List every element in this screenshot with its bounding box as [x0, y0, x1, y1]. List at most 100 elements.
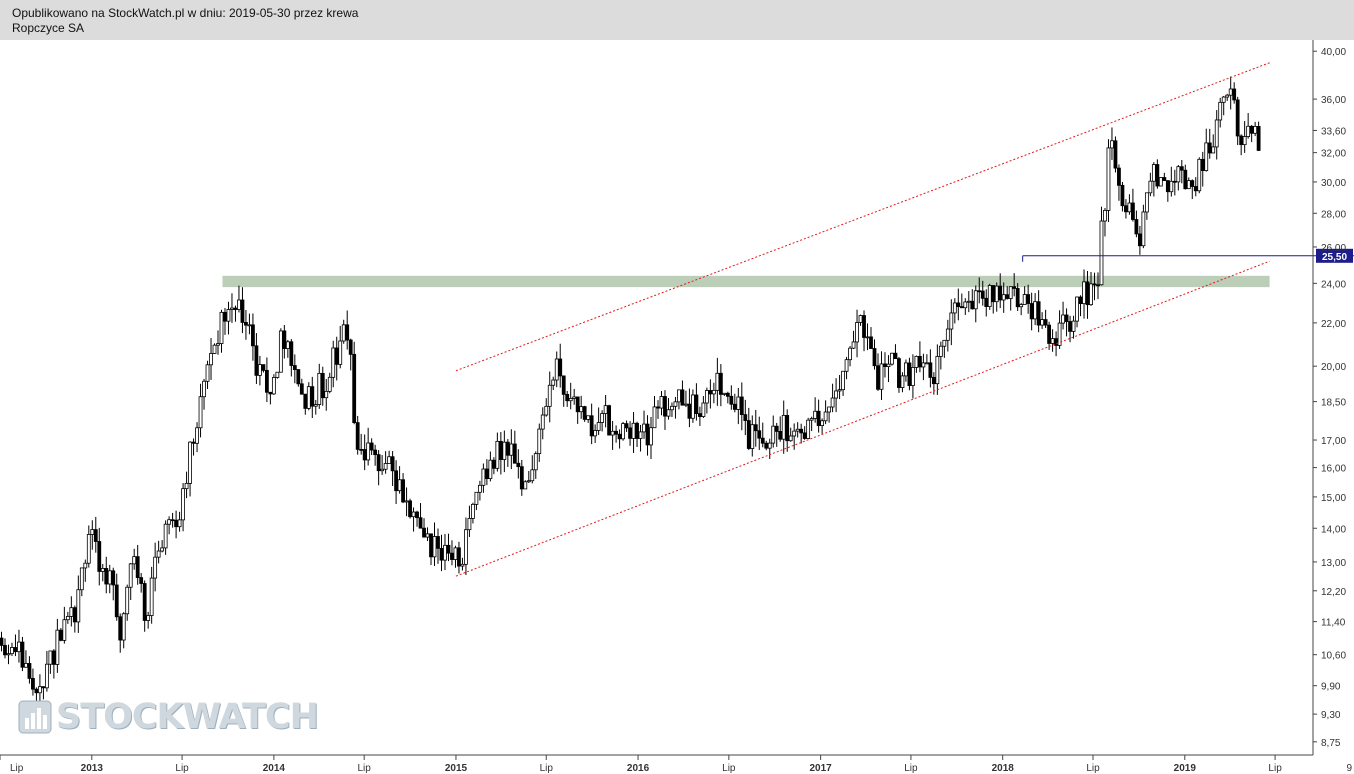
candle-body	[149, 577, 154, 616]
candle-body	[739, 396, 744, 416]
x-tick-label: 2015	[445, 763, 468, 774]
y-tick-label: 18,50	[1321, 398, 1346, 409]
candle-body	[617, 433, 622, 440]
candle-body	[1071, 320, 1076, 332]
candle-body	[579, 406, 584, 413]
candle-body	[439, 547, 444, 561]
candle-body	[1036, 301, 1041, 326]
candle-body	[118, 616, 123, 641]
candle-body	[471, 503, 475, 519]
candle-body	[1211, 146, 1216, 154]
candle-body	[271, 377, 276, 395]
candle-body	[684, 403, 688, 406]
x-tick-label: 2013	[81, 763, 104, 774]
candle-body	[415, 511, 419, 519]
candle-body	[533, 453, 538, 471]
candle-body	[324, 390, 329, 399]
candle-body	[100, 568, 105, 572]
candle-body	[0, 637, 4, 646]
x-tick-label: Lip	[10, 763, 24, 774]
candle-body	[327, 376, 332, 392]
candle-body	[303, 393, 308, 409]
candle-body	[174, 519, 178, 528]
candle-body	[156, 550, 161, 558]
level-label-box	[1316, 248, 1353, 263]
candle-body	[704, 390, 709, 404]
x-tick-label: Lip	[357, 763, 371, 774]
candle-body	[163, 523, 168, 549]
candle-body	[844, 359, 849, 372]
candle-body	[1068, 321, 1072, 332]
watermark-text: STOCKWATCH	[56, 697, 319, 737]
candle-body	[526, 480, 531, 483]
candle-body	[781, 414, 786, 440]
candle-body	[757, 430, 762, 439]
candle-body	[376, 454, 381, 472]
candle-body	[931, 377, 936, 385]
candle-body	[890, 352, 894, 365]
resistance-zone-layer	[222, 275, 1270, 288]
candle-body	[198, 396, 203, 429]
candle-body	[600, 413, 605, 423]
candle-body	[670, 405, 674, 411]
candle-body	[596, 422, 601, 431]
candle-body	[886, 363, 891, 368]
candle-body	[970, 300, 975, 310]
candle-body	[464, 529, 468, 565]
candle-body	[816, 410, 821, 427]
candle-body	[732, 403, 737, 410]
candle-body	[76, 589, 81, 623]
candle-body	[764, 442, 769, 449]
candle-body	[223, 311, 227, 322]
candle-body	[230, 307, 234, 310]
candle-body	[711, 389, 716, 395]
y-tick-label: 9,90	[1321, 682, 1341, 693]
candle-body	[446, 544, 451, 554]
candle-body	[285, 341, 290, 349]
candle-body	[135, 556, 140, 579]
candle-body	[924, 362, 929, 365]
candle-body	[58, 629, 63, 641]
candle-body	[216, 343, 220, 346]
candle-body	[104, 568, 109, 585]
candle-body	[603, 405, 608, 414]
candle-body	[788, 435, 793, 442]
candle-body	[1256, 126, 1261, 151]
candle-body	[184, 482, 189, 490]
candle-body	[1089, 283, 1093, 306]
candle-body	[10, 647, 14, 655]
candle-body	[128, 563, 133, 588]
y-tick-label: 17,00	[1321, 436, 1346, 447]
y-tick-label: 40,00	[1321, 47, 1346, 58]
candle-body	[373, 449, 378, 456]
candle-body	[1012, 286, 1017, 289]
candle-body	[195, 427, 199, 444]
candle-body	[1050, 338, 1055, 344]
candle-body	[904, 362, 908, 377]
candle-body	[1183, 169, 1188, 190]
candle-body	[799, 428, 804, 434]
candle-body	[107, 570, 112, 585]
candle-body	[785, 414, 790, 442]
candle-body	[897, 358, 901, 388]
candle-body	[1253, 126, 1258, 134]
candle-body	[495, 440, 500, 469]
candle-body	[240, 299, 245, 323]
candle-body	[202, 380, 206, 398]
candle-body	[509, 443, 514, 456]
candle-body	[551, 379, 556, 386]
candle-body	[20, 641, 25, 668]
candle-body	[205, 364, 210, 382]
candle-body	[635, 422, 639, 439]
candle-body	[729, 395, 734, 405]
candle-body	[1172, 180, 1177, 183]
candle-body	[516, 462, 521, 468]
candle-body	[264, 369, 269, 393]
candle-body	[244, 322, 248, 326]
candle-body	[90, 529, 95, 535]
x-tick-label: Lip	[722, 763, 736, 774]
candle-body	[142, 583, 147, 621]
candle-body	[306, 386, 311, 409]
candle-body	[959, 306, 964, 309]
candle-body	[111, 570, 116, 586]
